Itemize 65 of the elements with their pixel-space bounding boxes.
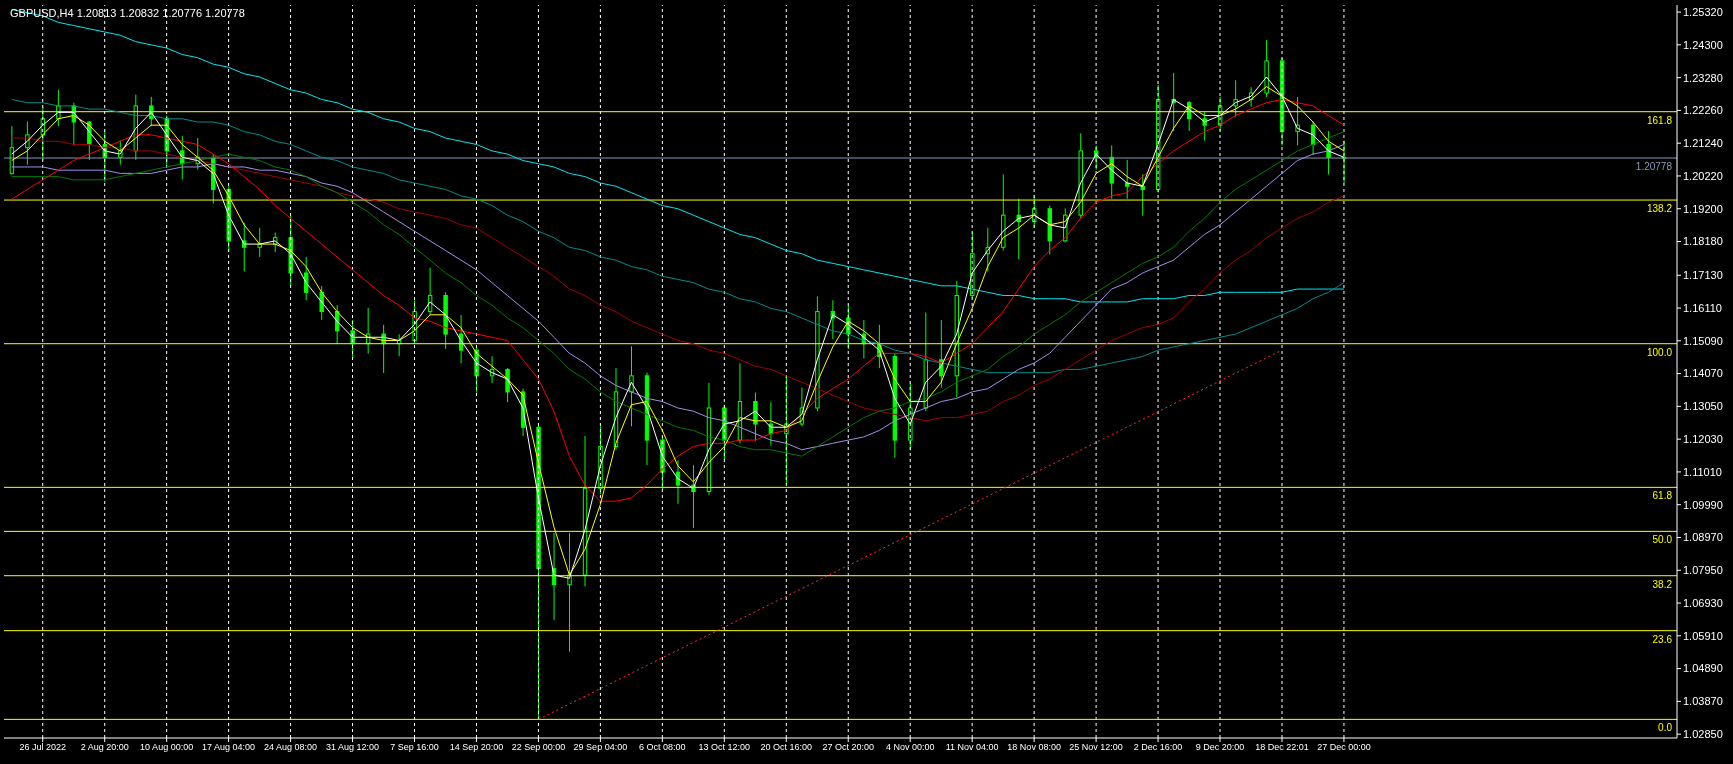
candlestick [334,304,340,345]
candlestick [629,345,634,427]
y-tick-label: 1.11010 [1683,465,1722,478]
annotation: 61.8 [1652,490,1673,502]
x-tick-label: 27 Dec 00:00 [1317,742,1371,753]
x-tick-label: 29 Sep 04:00 [573,742,628,753]
x-tick-label: 2 Dec 16:00 [1133,742,1183,753]
annotation: 23.6 [1652,633,1673,645]
x-tick-label: 20 Oct 16:00 [760,742,813,753]
annotation: 161.8 [1646,114,1673,126]
x-tick-label: 22 Sep 00:00 [511,742,566,753]
candlestick [1125,159,1130,200]
candlestick [753,392,758,442]
y-tick-label: 1.09990 [1683,498,1723,511]
x-tick-label: 14 Sep 20:00 [449,742,504,753]
y-tick-label: 1.14070 [1683,367,1723,380]
annotation: 100.0 [1646,346,1673,358]
y-tick-label: 1.04890 [1683,662,1723,675]
y-tick-label: 1.22260 [1683,104,1723,117]
y-tick-label: 1.06930 [1683,596,1723,609]
candlestick [505,367,510,403]
y-tick-label: 1.16110 [1683,301,1722,314]
y-tick-label: 1.21240 [1683,137,1723,150]
annotation: 50.0 [1652,534,1673,546]
candlestick [1140,173,1145,217]
y-tick-label: 1.02850 [1683,728,1723,741]
x-tick-label: 18 Nov 08:00 [1007,742,1061,753]
candlestick [1233,79,1238,118]
candlestick [303,256,309,301]
annotation: 38.2 [1652,578,1673,590]
x-tick-label: 7 Sep 16:00 [390,742,439,753]
line-series [11,98,1345,502]
x-tick-label: 11 Nov 04:00 [945,742,999,753]
y-tick-label: 1.25320 [1683,5,1723,18]
annotation: 0.0 [1658,722,1673,734]
y-tick-label: 1.08970 [1683,531,1723,544]
x-tick-label: 13 Oct 12:00 [698,742,751,753]
candlestick [242,222,247,272]
x-tick-label: 2 Aug 20:00 [80,742,129,753]
y-tick-label: 1.13050 [1683,400,1723,413]
x-tick-label: 18 Dec 22:01 [1255,742,1309,753]
x-tick-label: 26 Jul 2022 [19,742,66,753]
x-tick-label: 27 Oct 20:00 [822,742,875,753]
y-tick-label: 1.18180 [1683,235,1723,248]
y-tick-label: 1.05910 [1683,629,1723,642]
x-tick-label: 10 Aug 00:00 [140,742,194,753]
y-tick-label: 1.20220 [1683,169,1723,182]
ref-line-label: 1.20778 [1635,161,1673,173]
y-tick-label: 1.12030 [1683,433,1723,446]
x-tick-label: 24 Aug 08:00 [264,742,318,753]
line-series [11,9,1345,303]
x-tick-label: 6 Oct 08:00 [639,742,686,753]
y-tick-label: 1.19200 [1683,202,1723,215]
y-tick-label: 1.03870 [1683,695,1723,708]
y-tick-label: 1.24300 [1683,38,1723,51]
y-tick-label: 1.23280 [1683,71,1723,84]
x-tick-label: 17 Aug 04:00 [202,742,256,753]
annotation: 138.2 [1646,203,1673,215]
y-tick-label: 1.15090 [1683,334,1723,347]
x-tick-label: 25 Nov 12:00 [1069,742,1123,753]
x-tick-label: 31 Aug 12:00 [326,742,380,753]
y-tick-label: 1.17130 [1683,269,1723,282]
x-tick-label: 9 Dec 20:00 [1195,742,1245,753]
y-tick-label: 1.07950 [1683,564,1723,577]
x-tick-label: 4 Nov 00:00 [885,742,935,753]
